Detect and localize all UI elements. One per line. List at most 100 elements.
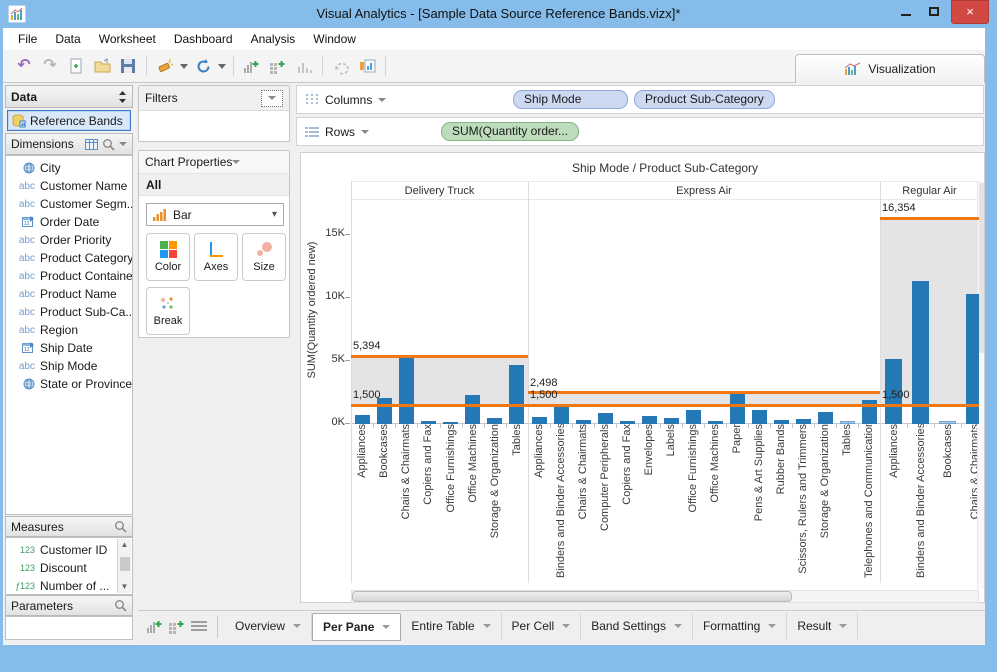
measure-item[interactable]: ƒ123 Number of ... — [6, 577, 132, 595]
dimension-item[interactable]: abc Ship Mode — [6, 357, 132, 375]
visualization-tab-button[interactable]: Visualization — [795, 54, 985, 83]
dimension-item[interactable]: abc Order Priority — [6, 231, 132, 249]
menu-item-data[interactable]: Data — [55, 32, 81, 46]
menu-item-analysis[interactable]: Analysis — [250, 32, 296, 46]
columns-pill[interactable]: Ship Mode — [513, 90, 628, 109]
search-icon[interactable] — [114, 520, 127, 533]
color-button[interactable]: Color — [146, 233, 190, 281]
measure-item[interactable]: 123 Discount — [6, 559, 132, 577]
data-source-wand-icon[interactable] — [153, 55, 177, 77]
bar-computer-peripherals[interactable] — [597, 412, 613, 424]
bar-rubber-bands[interactable] — [773, 419, 789, 424]
menu-item-dashboard[interactable]: Dashboard — [173, 32, 233, 46]
columns-shelf-label[interactable]: Columns — [297, 93, 403, 107]
dimension-item[interactable]: abc Product Container — [6, 267, 132, 285]
measure-item[interactable]: 123 Customer ID — [6, 541, 132, 559]
axes-button[interactable]: Axes — [194, 233, 238, 281]
close-button[interactable]: × — [951, 0, 989, 24]
menu-item-window[interactable]: Window — [313, 32, 356, 46]
bar-appliances[interactable] — [885, 358, 902, 424]
tab-result[interactable]: Result — [787, 612, 859, 639]
search-icon[interactable] — [114, 599, 127, 612]
bar-scissors-rulers-and-trimmers[interactable] — [795, 418, 811, 424]
scroll-thumb[interactable] — [979, 183, 984, 353]
tab-dropdown-caret[interactable] — [382, 624, 391, 629]
bar-paper[interactable] — [729, 391, 745, 424]
dimension-item[interactable]: 12 Order Date — [6, 213, 132, 231]
bar-bookcases[interactable] — [939, 420, 956, 424]
size-button[interactable]: Size — [242, 233, 286, 281]
tab-dropdown-caret[interactable] — [768, 623, 777, 628]
search-icon[interactable] — [102, 138, 115, 151]
dimension-item[interactable]: State or Province — [6, 375, 132, 393]
bar-envelopes[interactable] — [641, 416, 657, 424]
break-button[interactable]: Break — [146, 287, 190, 335]
maximize-button[interactable] — [921, 0, 947, 24]
tab-entire-table[interactable]: Entire Table — [401, 612, 502, 639]
bar-office-machines[interactable] — [707, 420, 723, 424]
bar-labels[interactable] — [663, 417, 679, 424]
scroll-up-icon[interactable]: ▲ — [120, 540, 129, 549]
bar-tables[interactable] — [839, 421, 855, 424]
redo-icon[interactable]: ↷ — [43, 57, 57, 74]
tab-dropdown-caret[interactable] — [562, 623, 571, 628]
dimension-item[interactable]: abc Customer Name — [6, 177, 132, 195]
sort-arrows-icon[interactable] — [118, 90, 127, 103]
save-icon[interactable] — [116, 55, 140, 77]
chart-type-select[interactable]: Bar ▾ — [146, 203, 284, 226]
bar-binders-and-binder-accessories[interactable] — [553, 407, 569, 424]
bar-pens-art-supplies[interactable] — [751, 410, 767, 424]
open-icon[interactable] — [90, 55, 114, 77]
dimension-item[interactable]: abc Customer Segm... — [6, 195, 132, 213]
bar-office-machines[interactable] — [465, 395, 481, 424]
show-bars-icon[interactable] — [292, 55, 316, 77]
add-visualization-icon[interactable] — [240, 55, 264, 77]
refresh-dropdown-caret[interactable] — [218, 63, 226, 69]
bar-office-furnishings[interactable] — [443, 422, 459, 424]
tab-per-pane[interactable]: Per Pane — [312, 612, 402, 641]
horizontal-scrollbar[interactable] — [351, 590, 979, 603]
bar-tables[interactable] — [509, 365, 525, 424]
bar-office-furnishings[interactable] — [685, 409, 701, 424]
dimension-item[interactable]: City — [6, 159, 132, 177]
bar-storage-organization[interactable] — [817, 412, 833, 424]
bar-chairs-chairmats[interactable] — [398, 357, 414, 424]
swap-axes-icon[interactable] — [329, 55, 353, 77]
minimize-button[interactable] — [893, 0, 919, 24]
view-list-icon[interactable] — [188, 617, 210, 637]
dimensions-dropdown-caret[interactable] — [119, 142, 127, 146]
refresh-icon[interactable] — [191, 55, 215, 77]
undo-icon[interactable]: ↶ — [17, 57, 31, 74]
add-crosstab-icon[interactable] — [266, 55, 290, 77]
bar-storage-organization[interactable] — [487, 417, 503, 424]
tab-dropdown-caret[interactable] — [482, 623, 491, 628]
measures-scrollbar[interactable]: ▲ ▼ — [117, 539, 131, 593]
tab-overview[interactable]: Overview — [225, 612, 313, 639]
bar-copiers-and-fax[interactable] — [619, 420, 635, 424]
chart-properties-collapse-caret[interactable] — [232, 160, 241, 164]
bar-bookcases[interactable] — [376, 397, 392, 424]
add-crosstab-icon[interactable] — [166, 617, 188, 637]
rows-pill[interactable]: SUM(Quantity order... — [441, 122, 580, 141]
rows-shelf-label[interactable]: Rows — [297, 125, 403, 139]
dimension-item[interactable]: 12 Ship Date — [6, 339, 132, 357]
scroll-thumb[interactable] — [352, 591, 792, 602]
bar-appliances[interactable] — [531, 417, 547, 424]
menu-item-file[interactable]: File — [18, 32, 38, 46]
dimension-item[interactable]: abc Product Sub-Ca... — [6, 303, 132, 321]
tab-dropdown-caret[interactable] — [293, 623, 302, 628]
scroll-thumb[interactable] — [120, 557, 130, 571]
scroll-down-icon[interactable]: ▼ — [120, 582, 129, 591]
add-visualization-icon[interactable] — [144, 617, 166, 637]
legend-icon[interactable] — [355, 55, 379, 77]
columns-pill[interactable]: Product Sub-Category — [634, 90, 775, 109]
bar-chairs-chairmats[interactable] — [575, 419, 591, 424]
tab-dropdown-caret[interactable] — [839, 623, 848, 628]
dimension-item[interactable]: abc Region — [6, 321, 132, 339]
tab-per-cell[interactable]: Per Cell — [502, 612, 582, 639]
filters-dropdown-button[interactable] — [261, 89, 283, 107]
bar-chairs-chairmats[interactable] — [966, 294, 979, 424]
bar-copiers-and-fax[interactable] — [420, 420, 436, 424]
tab-dropdown-caret[interactable] — [673, 623, 682, 628]
bar-binders-and-binder-accessories[interactable] — [912, 280, 929, 424]
